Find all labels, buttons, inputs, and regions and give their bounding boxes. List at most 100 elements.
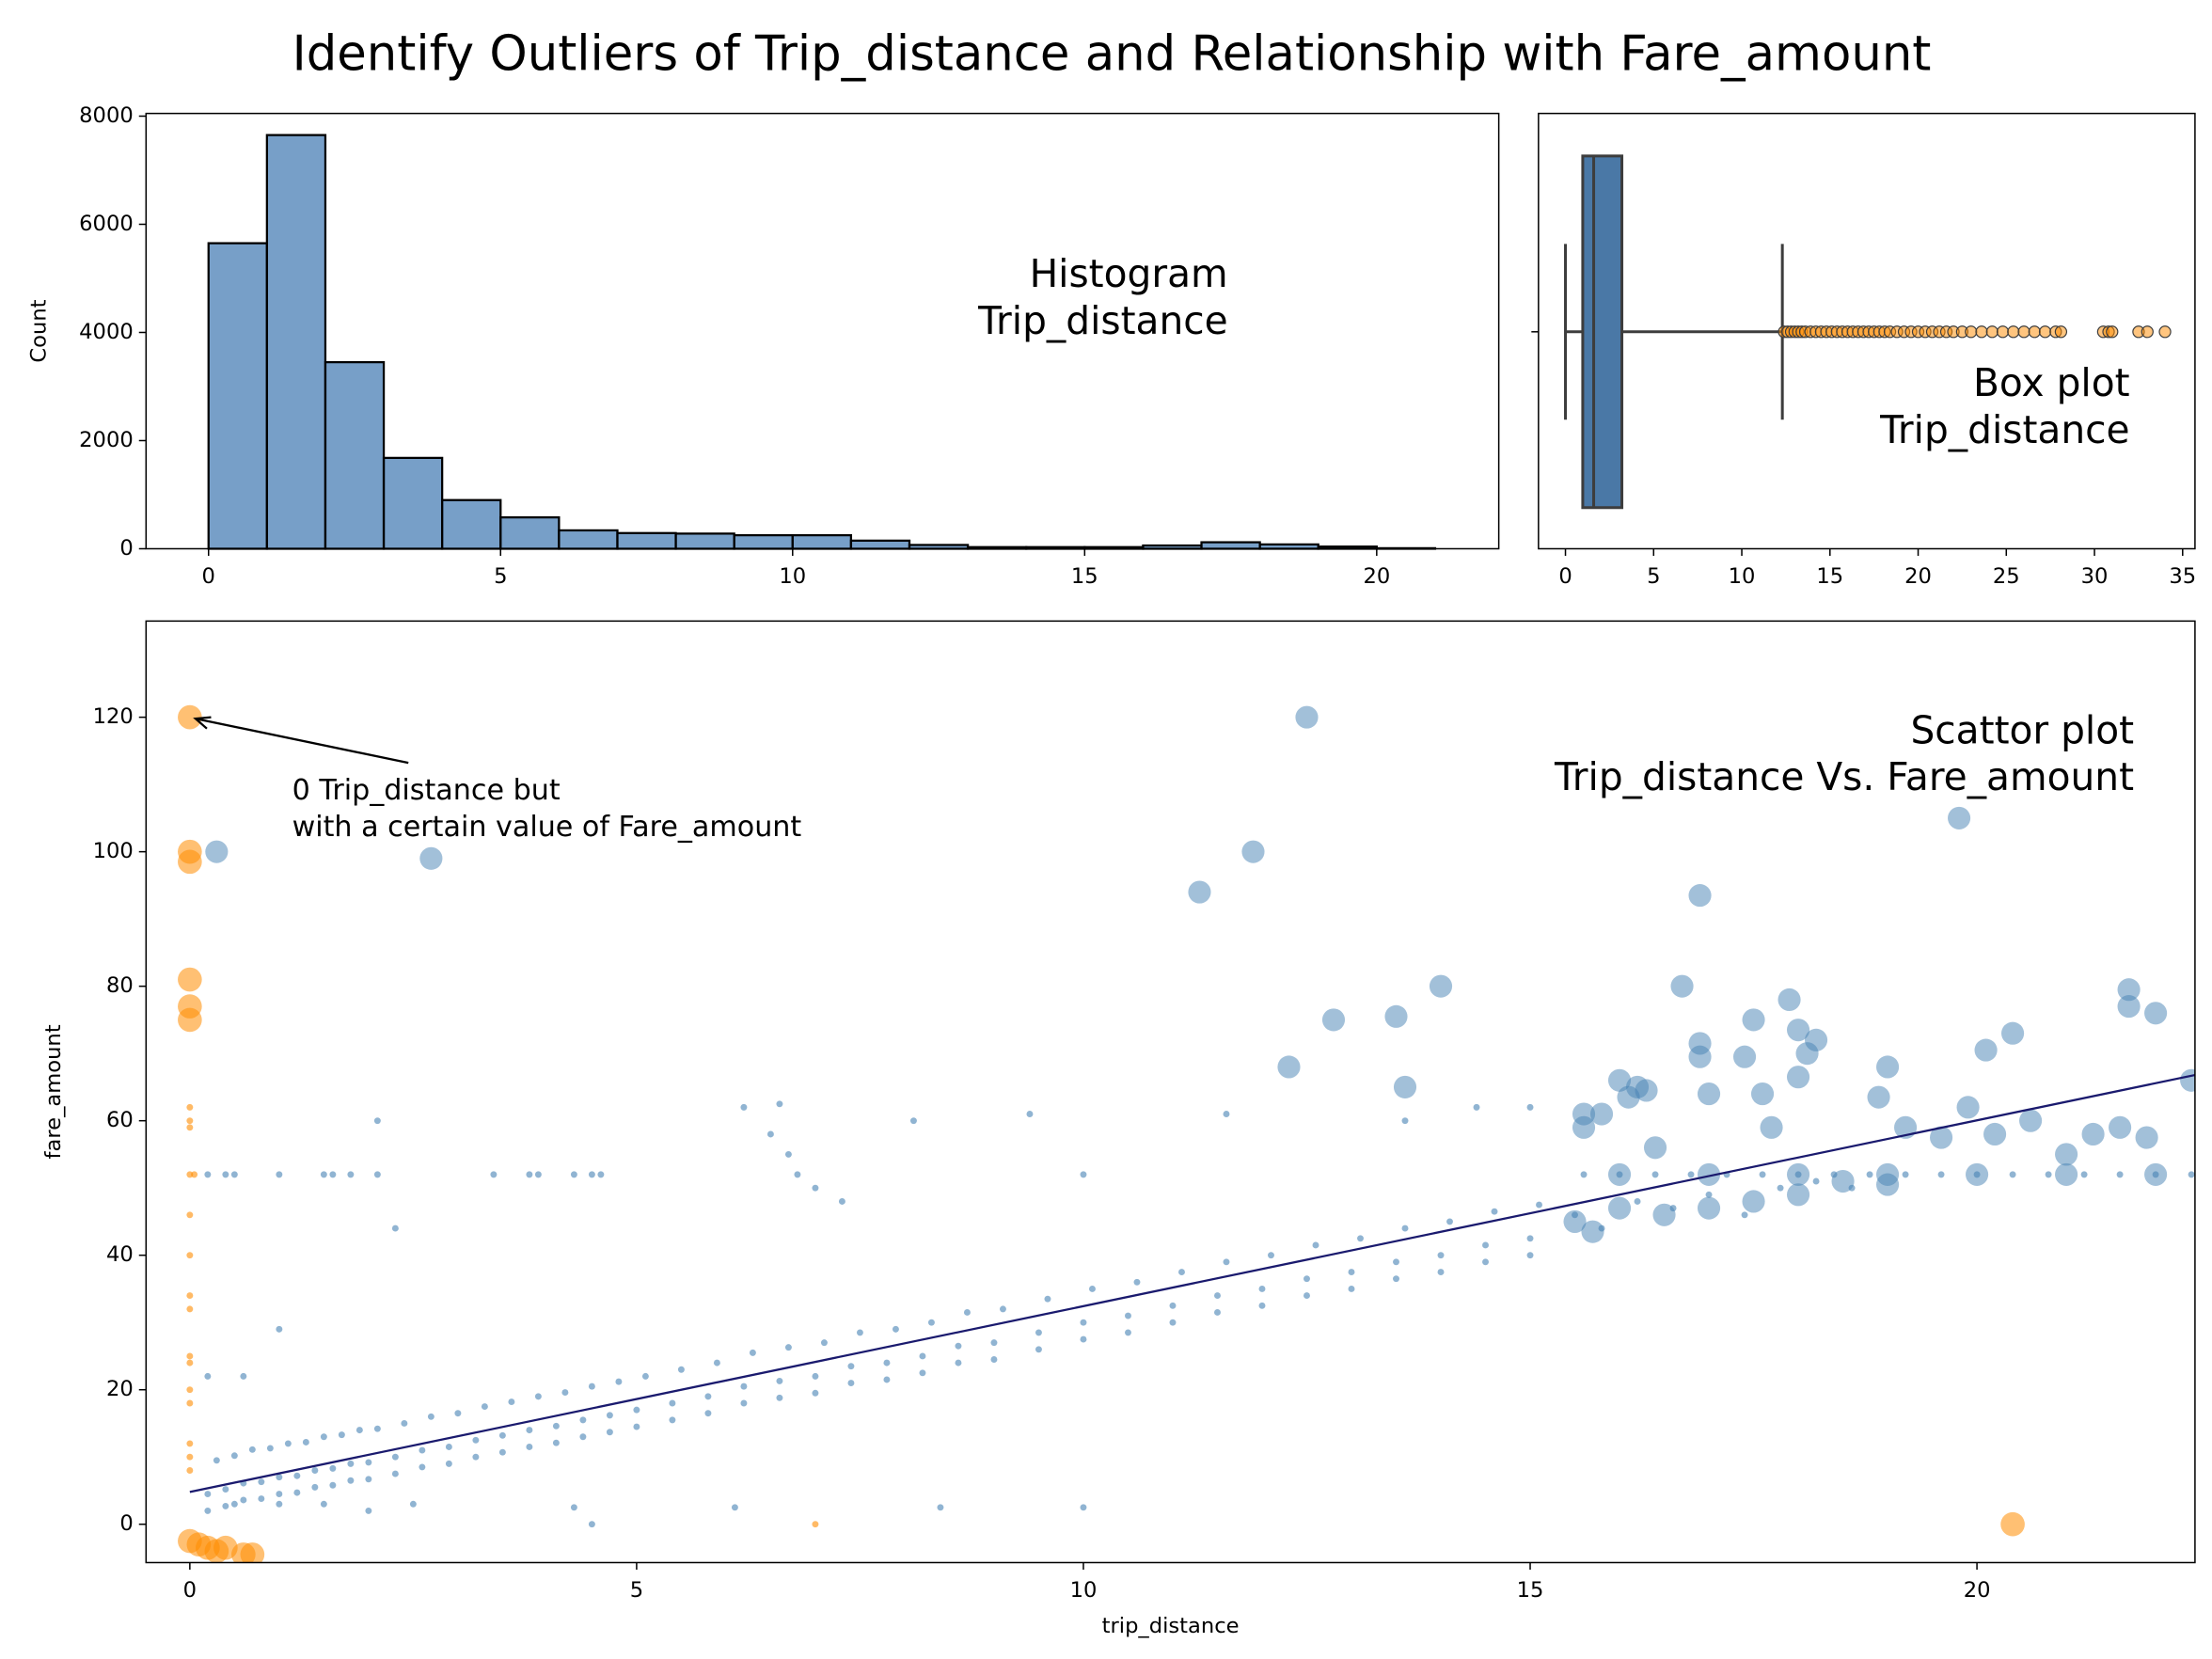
scatter-point: [1786, 1066, 1810, 1089]
scatter-point: [1080, 1319, 1087, 1326]
trend-line: [189, 1073, 2196, 1493]
box: [1581, 154, 1624, 510]
scatter-point: [222, 1171, 229, 1178]
scatter-point: [794, 1171, 801, 1178]
scatter-point: [1026, 1111, 1034, 1117]
scatter-point: [1786, 1162, 1810, 1186]
scatter-point: [204, 1171, 212, 1178]
scatter-point: [1304, 1292, 1310, 1300]
scatter-point: [490, 1171, 498, 1178]
y-tick-label: 0: [119, 536, 133, 561]
scatter-point: [919, 1369, 926, 1377]
scatter-point: [178, 704, 202, 730]
scatter-point: [847, 1363, 855, 1370]
scatter-point: [1393, 1275, 1399, 1283]
scatter-point: [498, 1448, 506, 1456]
scatter-point: [240, 1372, 247, 1380]
scatter-point: [2019, 1109, 2043, 1132]
scatter-point: [365, 1507, 372, 1514]
outlier: [1996, 325, 2010, 339]
scatter-point: [186, 1352, 194, 1360]
scatter-point: [669, 1399, 676, 1407]
x-tick-label: 5: [630, 1578, 643, 1603]
scatter-point: [1080, 1171, 1087, 1178]
scatter-point: [1652, 1203, 1676, 1226]
figure-title: Identify Outliers of Trip_distance and R…: [292, 25, 1932, 82]
scatter-point: [615, 1378, 623, 1385]
scatter-point: [186, 1117, 194, 1125]
annotation: Scattor plot: [1910, 707, 2134, 752]
scatter-point: [445, 1460, 452, 1467]
histogram-bar: [674, 532, 735, 550]
scatter-point: [2055, 1162, 2078, 1186]
x-tick-label: 30: [2081, 564, 2109, 589]
scatter-point: [356, 1427, 363, 1434]
scatter-point: [1258, 1285, 1266, 1292]
scatter-point: [391, 1224, 399, 1232]
scatter-point: [230, 1171, 238, 1178]
scatter-point: [955, 1342, 962, 1350]
x-tick-label: 0: [1558, 564, 1572, 589]
scatter-point: [373, 1171, 381, 1178]
scatter-point: [186, 1359, 194, 1367]
outlier: [2017, 325, 2030, 339]
scatter-point: [1966, 1162, 1989, 1186]
scatter-point: [1348, 1269, 1355, 1276]
scatter-point: [445, 1444, 452, 1450]
histogram-bar: [265, 134, 327, 550]
scatter-point: [1214, 1309, 1221, 1316]
scatter-point: [606, 1412, 613, 1419]
scatter-point: [1651, 1171, 1659, 1178]
scatter-point: [534, 1171, 542, 1178]
scatter-point: [1705, 1191, 1713, 1198]
scatter-point: [293, 1489, 301, 1496]
scatter-point: [1572, 1115, 1596, 1139]
histogram-bar: [616, 531, 677, 550]
scatter-point: [1482, 1258, 1489, 1266]
scatter-point: [1930, 1126, 1953, 1149]
y-tick-label: 6000: [79, 212, 134, 236]
scatter-point: [191, 1171, 198, 1178]
scatter-point: [186, 1399, 194, 1407]
scatter-point: [1384, 1004, 1408, 1028]
scatter-point: [186, 1124, 194, 1131]
y-tick-label: 100: [93, 839, 134, 863]
scatter-point: [2144, 1002, 2168, 1025]
scatter-point: [999, 1305, 1006, 1313]
y-tick-label: 60: [106, 1108, 134, 1132]
x-tick-label: 20: [1964, 1578, 1991, 1603]
x-tick-label: 15: [1816, 564, 1843, 589]
histogram-bar: [849, 539, 911, 550]
scatter-point: [990, 1339, 998, 1347]
histogram-bar: [324, 360, 386, 550]
scatter-point: [1876, 1162, 1900, 1186]
scatter-point: [1607, 1196, 1632, 1220]
scatter-point: [454, 1410, 462, 1417]
plot-frame: [145, 112, 1500, 550]
scatter-point: [1035, 1329, 1042, 1336]
outlier: [2007, 325, 2020, 339]
scatter-point: [276, 1171, 283, 1178]
scatter-point: [391, 1453, 399, 1461]
scatter-point: [1948, 806, 1971, 830]
scatter-point: [347, 1477, 355, 1484]
scatter-point: [1357, 1235, 1364, 1242]
histogram-bar: [441, 498, 502, 550]
scatter-point: [186, 1171, 194, 1178]
x-tick-label: 20: [1363, 564, 1390, 589]
scatter-point: [633, 1406, 640, 1414]
scatter-point: [186, 1305, 194, 1313]
scatter-point: [927, 1319, 935, 1326]
scatter-point: [1526, 1252, 1534, 1259]
scatter-point: [588, 1382, 595, 1390]
scatter-point: [588, 1521, 595, 1528]
scatter-point: [186, 1103, 194, 1111]
scatter-point: [204, 1507, 212, 1514]
scatter-point: [1401, 1117, 1409, 1125]
scatter-point: [633, 1423, 640, 1430]
scatter-point: [919, 1352, 926, 1360]
scatter-point: [1304, 1275, 1310, 1283]
scatter-point: [391, 1470, 399, 1477]
x-tick-label: 25: [1993, 564, 2020, 589]
